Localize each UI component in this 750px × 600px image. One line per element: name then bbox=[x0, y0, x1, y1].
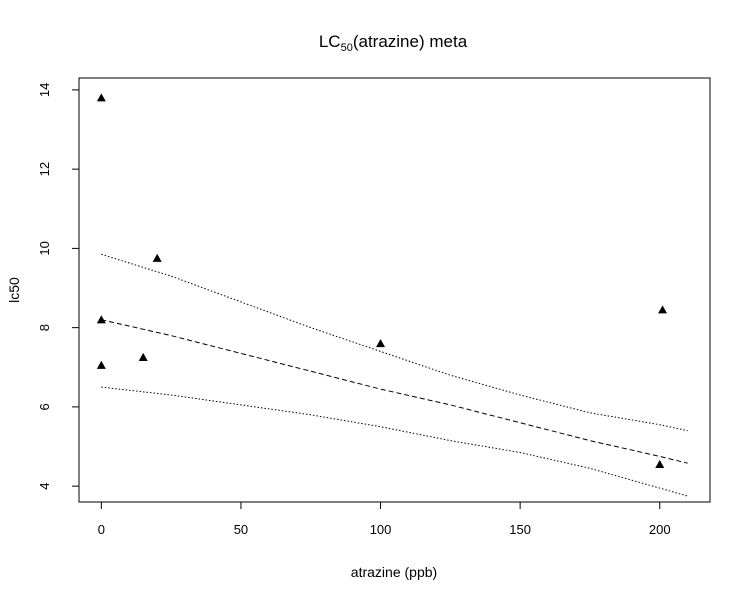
y-axis: 4 6 8 10 12 14 bbox=[37, 83, 80, 490]
x-tick-label: 0 bbox=[98, 522, 105, 537]
y-tick-label: 6 bbox=[37, 403, 52, 410]
confidence-band-line bbox=[101, 253, 688, 432]
data-point bbox=[138, 352, 148, 361]
confidence-band-line bbox=[101, 386, 688, 497]
x-tick-label: 200 bbox=[649, 522, 671, 537]
x-tick-label: 50 bbox=[234, 522, 248, 537]
x-axis: 0 50 100 150 200 bbox=[98, 501, 671, 537]
data-point bbox=[96, 315, 106, 324]
y-tick-label: 8 bbox=[37, 324, 52, 331]
y-tick-label: 12 bbox=[37, 162, 52, 176]
plot-frame bbox=[78, 77, 711, 503]
x-tick-label: 150 bbox=[509, 522, 531, 537]
y-tick-label: 10 bbox=[37, 241, 52, 255]
fit-line bbox=[101, 319, 688, 464]
data-point bbox=[655, 459, 665, 468]
data-point bbox=[376, 338, 386, 348]
x-axis-title: atrazine (ppb) bbox=[351, 564, 437, 580]
data-point bbox=[96, 360, 106, 369]
fit-lines bbox=[101, 253, 688, 497]
y-axis-title: lc50 bbox=[6, 277, 22, 303]
y-tick-label: 14 bbox=[37, 83, 52, 97]
y-tick-label: 4 bbox=[37, 483, 52, 490]
x-tick-label: 100 bbox=[370, 522, 392, 537]
data-point bbox=[152, 253, 162, 262]
data-points bbox=[96, 93, 668, 468]
data-point bbox=[658, 305, 668, 314]
chart-title: LC50(atrazine) meta bbox=[319, 32, 468, 54]
data-point bbox=[96, 93, 106, 102]
